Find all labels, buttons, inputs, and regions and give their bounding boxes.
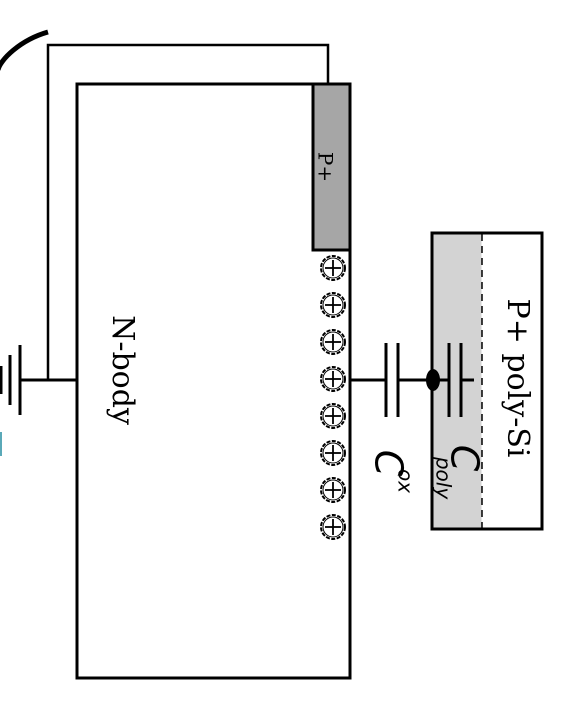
hole (320, 514, 346, 540)
hole (320, 255, 346, 281)
hole (320, 329, 346, 355)
p-plus-label: P+ (314, 152, 338, 182)
p-plus-wire (46, 43, 330, 380)
n-body-region (75, 82, 352, 680)
hole (320, 403, 346, 429)
junction-dot (426, 369, 440, 391)
cox-label-main: C (367, 450, 411, 477)
ground-symbol (0, 345, 22, 415)
outer-arc (0, 29, 49, 71)
cox-capacitor-symbol (384, 343, 400, 417)
p-plus-region (311, 82, 352, 252)
hole (320, 366, 346, 392)
cpoly-label: C poly (432, 445, 487, 501)
hole (320, 477, 346, 503)
n-body-label: N-body (105, 315, 140, 425)
cpoly-label-main: C (443, 445, 487, 472)
poly-si-label: P+ poly-Si (500, 299, 535, 458)
cox-label: C ox (367, 450, 418, 493)
hole (320, 292, 346, 318)
hole (320, 440, 346, 466)
cpoly-capacitor-symbol (447, 343, 474, 417)
cox-label-sub: ox (394, 469, 418, 493)
cpoly-label-sub: poly (432, 456, 456, 500)
inversion-holes (320, 255, 346, 540)
